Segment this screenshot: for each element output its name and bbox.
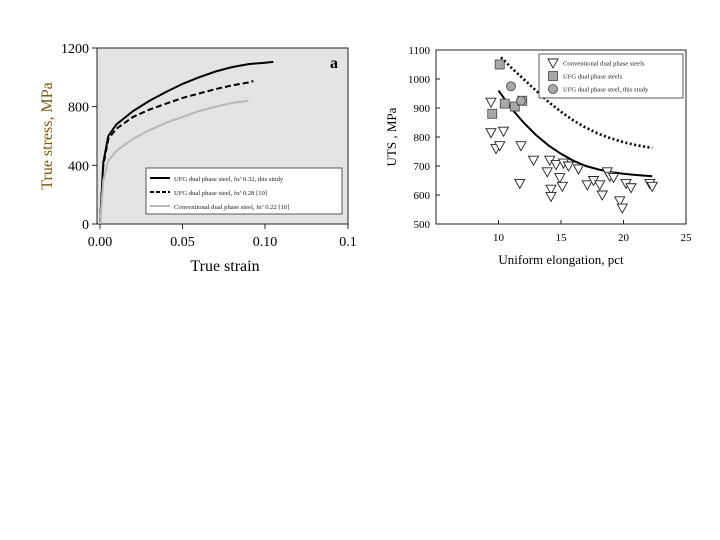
series-line-a-1 (99, 80, 254, 225)
data-point-b-0 (613, 196, 626, 207)
y-tick-label-a: 0 (82, 218, 89, 233)
data-point-b-0 (497, 126, 510, 138)
y-axis-label-b: UTS , MPa (384, 107, 399, 166)
data-point-b-0 (625, 183, 637, 194)
data-point-b-0 (572, 164, 585, 175)
trend-curve-b-1 (500, 56, 653, 150)
data-point-b-0 (556, 181, 569, 193)
x-axis-label-a: True strain (190, 258, 259, 275)
legend-marker-b-0 (547, 58, 559, 69)
data-point-b-0 (545, 192, 557, 203)
trend-curve-b-0 (497, 90, 653, 178)
data-point-b-0 (616, 203, 629, 214)
data-point-b-0 (513, 178, 526, 190)
y-tick-label-b: 1000 (408, 74, 431, 86)
data-point-b-0 (545, 184, 557, 196)
legend-label-b-2: UFG dual phase steel, this study (563, 87, 649, 94)
y-tick-label-b: 500 (414, 219, 431, 231)
data-point-b-2 (516, 95, 526, 106)
x-tick-label-b: 25 (681, 232, 693, 244)
y-tick-label-b: 1100 (408, 45, 430, 57)
data-point-b-1 (499, 98, 510, 109)
legend-b (538, 53, 684, 99)
y-tick-label-b: 900 (414, 103, 431, 115)
legend-label-a-2: Conventional dual phase steel, fα’ 0.22 … (174, 204, 289, 211)
y-tick-label-b: 700 (414, 161, 431, 173)
legend-label-b-1: UFG dual phase steels (563, 74, 623, 81)
data-point-b-0 (515, 141, 527, 152)
y-axis-label-a: True stress, MPa (39, 82, 56, 189)
legend-a (145, 167, 343, 215)
x-axis-label-b: Uniform elongation, pct (498, 252, 624, 267)
series-line-a-0 (99, 60, 274, 225)
data-point-b-0 (553, 173, 566, 184)
y-tick-label-b: 800 (414, 132, 431, 144)
data-point-b-0 (485, 97, 497, 109)
legend-label-b-0: Conventional dual phase steels (563, 61, 645, 68)
y-tick-label-a: 400 (68, 159, 89, 174)
x-tick-label-a: 0.00 (88, 235, 113, 250)
legend-label-a-1: UFG dual phase steel, fα’ 0.28 [10] (174, 190, 267, 197)
data-point-b-0 (550, 160, 562, 171)
y-tick-label-a: 800 (68, 101, 89, 116)
data-point-b-0 (607, 173, 620, 184)
panel-label-a: a (330, 55, 338, 72)
data-point-b-2 (506, 81, 516, 92)
data-point-b-0 (493, 141, 506, 152)
data-point-b-1 (494, 59, 505, 70)
data-point-b-0 (581, 180, 594, 191)
legend-marker-b-1 (548, 71, 558, 81)
legend-marker-b-2 (548, 84, 558, 94)
y-tick-label-b: 600 (414, 190, 431, 202)
x-tick-label-b: 20 (618, 232, 630, 244)
data-point-b-1 (509, 101, 520, 112)
data-point-b-0 (562, 161, 575, 172)
x-tick-label-b: 15 (556, 232, 568, 244)
data-point-b-0 (596, 190, 609, 201)
data-point-b-0 (541, 167, 554, 178)
y-tick-label-a: 1200 (61, 42, 89, 57)
data-point-b-0 (593, 180, 606, 191)
x-tick-label-b: 10 (493, 232, 505, 244)
x-tick-label-a: 0.10 (253, 235, 278, 250)
x-tick-label-a: 0.05 (170, 235, 195, 250)
x-tick-label-a: 0.1 (339, 235, 357, 250)
legend-label-a-0: UFG dual phase steel, fα’ 0.32, this stu… (174, 176, 284, 183)
data-point-b-0 (646, 181, 659, 193)
data-point-b-1 (487, 108, 498, 119)
series-line-a-2 (99, 99, 249, 225)
data-point-b-0 (485, 128, 497, 139)
data-point-b-0 (527, 155, 540, 167)
